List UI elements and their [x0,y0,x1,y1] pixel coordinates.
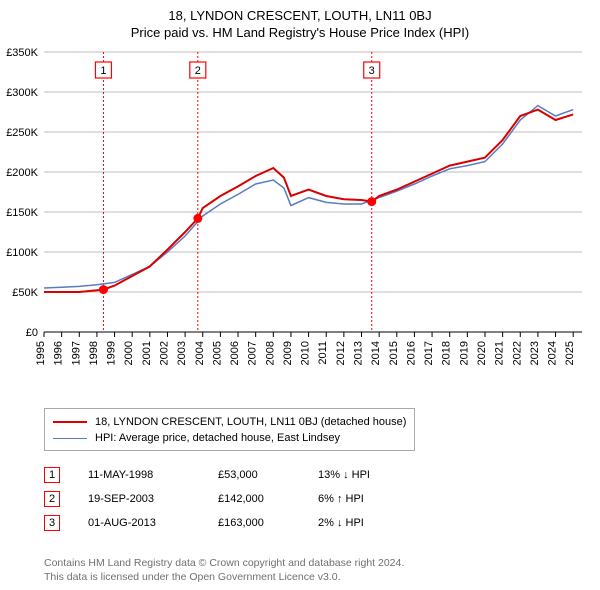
x-tick-label: 1995 [35,341,47,365]
ref-badge-number: 1 [100,65,106,77]
legend-label: 18, LYNDON CRESCENT, LOUTH, LN11 0BJ (de… [95,416,406,428]
y-tick-label: £200K [6,167,38,179]
event-date: 11-MAY-1998 [88,469,218,481]
chart: £0 £50K £100K £150K £200K £250K £300K £350K 1995… [0,46,600,386]
legend: 18, LYNDON CRESCENT, LOUTH, LN11 0BJ (de… [44,408,415,451]
legend-label: HPI: Average price, detached house, East… [95,432,340,444]
event-price: £53,000 [218,469,318,481]
series-hpi [44,106,573,288]
legend-swatch [53,438,87,439]
y-tick-label: £350K [6,47,38,59]
x-tick-label: 2024 [547,341,559,365]
x-tick-label: 2003 [176,341,188,365]
x-tick-label: 2007 [247,341,259,365]
price-marker [367,197,376,206]
events-table: 1 11-MAY-1998£53,00013% ↓ HPI 2 19-SEP-2003… [44,463,564,535]
x-tick-label: 2013 [353,341,365,365]
event-badge: 1 [44,467,60,483]
y-tick-label: £300K [6,87,38,99]
x-tick-label: 2000 [123,341,135,365]
x-tick-label: 2017 [423,341,435,365]
event-delta: 6% ↑ HPI [318,493,418,505]
x-tick-label: 2020 [476,341,488,365]
title-main: 18, LYNDON CRESCENT, LOUTH, LN11 0BJ [0,8,600,23]
event-delta: 2% ↓ HPI [318,517,418,529]
x-tick-label: 2002 [158,341,170,365]
price-marker [99,285,108,294]
x-tick-label: 1997 [70,341,82,365]
event-price: £163,000 [218,517,318,529]
x-tick-label: 2001 [141,341,153,365]
y-tick-label: £0 [26,327,38,339]
container: 18, LYNDON CRESCENT, LOUTH, LN11 0BJ Pri… [0,0,600,590]
footer: Contains HM Land Registry data © Crown c… [44,550,564,584]
x-tick-label: 2005 [211,341,223,365]
y-tick-label: £100K [6,247,38,259]
footer-line-1: Contains HM Land Registry data © Crown c… [44,556,564,570]
x-tick-label: 2015 [388,341,400,365]
footer-line-2: This data is licensed under the Open Gov… [44,570,564,584]
price-marker [193,214,202,223]
below-chart: 18, LYNDON CRESCENT, LOUTH, LN11 0BJ (de… [44,408,564,535]
x-tick-label: 2006 [229,341,241,365]
x-tick-label: 2010 [300,341,312,365]
x-tick-label: 1998 [88,341,100,365]
series-subject [44,110,573,292]
x-tick-label: 1999 [106,341,118,365]
event-badge: 2 [44,491,60,507]
event-badge: 3 [44,515,60,531]
x-tick-label: 2016 [405,341,417,365]
ref-badge-number: 2 [195,65,201,77]
legend-swatch [53,421,87,423]
legend-row: HPI: Average price, detached house, East… [53,430,406,446]
titles: 18, LYNDON CRESCENT, LOUTH, LN11 0BJ Pri… [0,0,600,44]
x-tick-label: 1996 [53,341,65,365]
event-delta: 13% ↓ HPI [318,469,418,481]
title-sub: Price paid vs. HM Land Registry's House … [0,25,600,40]
x-tick-label: 2014 [370,341,382,365]
chart-svg: £0 £50K £100K £150K £200K £250K £300K £350K 1995… [0,46,600,386]
x-tick-label: 2012 [335,341,347,365]
ref-badge-number: 3 [369,65,375,77]
y-tick-label: £150K [6,207,38,219]
event-row: 3 01-AUG-2013£163,0002% ↓ HPI [44,511,564,535]
x-tick-label: 2011 [317,341,329,365]
x-tick-label: 2019 [458,341,470,365]
x-tick-label: 2023 [529,341,541,365]
event-row: 1 11-MAY-1998£53,00013% ↓ HPI [44,463,564,487]
x-tick-label: 2008 [264,341,276,365]
event-date: 19-SEP-2003 [88,493,218,505]
x-tick-label: 2025 [564,341,576,365]
x-tick-label: 2004 [194,341,206,365]
x-tick-label: 2018 [441,341,453,365]
x-tick-label: 2021 [494,341,506,365]
event-date: 01-AUG-2013 [88,517,218,529]
x-tick-label: 2009 [282,341,294,365]
legend-row: 18, LYNDON CRESCENT, LOUTH, LN11 0BJ (de… [53,414,406,430]
event-price: £142,000 [218,493,318,505]
x-tick-label: 2022 [511,341,523,365]
event-row: 2 19-SEP-2003£142,0006% ↑ HPI [44,487,564,511]
y-tick-label: £50K [12,287,38,299]
y-tick-label: £250K [6,127,38,139]
